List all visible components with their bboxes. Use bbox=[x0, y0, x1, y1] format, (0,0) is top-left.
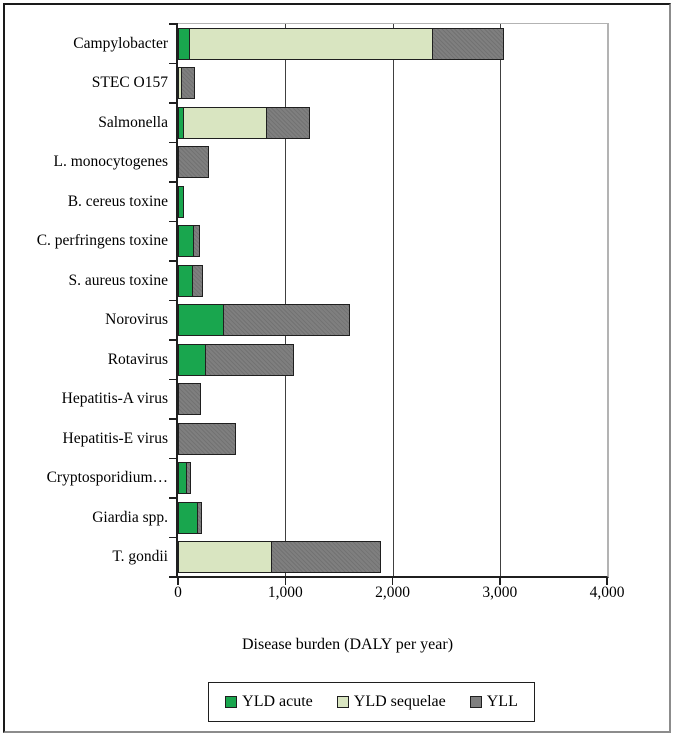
y-axis-tick bbox=[169, 576, 178, 578]
bar-segment-salmonella-yll bbox=[265, 106, 310, 139]
y-axis-tick bbox=[169, 418, 178, 420]
legend-label-yld-sequelae: YLD sequelae bbox=[353, 693, 446, 710]
bar-row-t-gondii bbox=[178, 541, 382, 574]
bar-segment-hepatitis-a-virus-yll bbox=[178, 383, 201, 416]
bar-row-stec-o157 bbox=[178, 67, 195, 100]
bar-segment-norovirus-yll bbox=[222, 304, 351, 337]
x-axis-tick-4000 bbox=[606, 578, 608, 585]
y-axis-tick bbox=[169, 378, 178, 381]
category-label-c-perfringens-toxine: C. perfringens toxine bbox=[36, 232, 168, 250]
x-axis-tick-3000 bbox=[499, 578, 501, 585]
bar-segment-rotavirus-yld-acute bbox=[178, 343, 207, 376]
x-axis-tick-0 bbox=[177, 578, 179, 585]
x-tick-label-4000: 4,000 bbox=[589, 584, 625, 601]
bar-segment-cryptosporidium-yll bbox=[186, 462, 192, 495]
bar-row-hepatitis-a-virus bbox=[178, 383, 201, 416]
bar-segment-campylobacter-yld-sequelae bbox=[189, 27, 434, 60]
category-label-b-cereus-toxine: B. cereus toxine bbox=[67, 192, 168, 210]
legend-item-yld-acute: YLD acute bbox=[225, 693, 313, 711]
y-axis-tick bbox=[169, 457, 178, 460]
bar-segment-t-gondii-yll bbox=[271, 541, 382, 574]
bar-row-s-aureus-toxine bbox=[178, 264, 204, 297]
category-label-norovirus: Norovirus bbox=[105, 311, 168, 329]
bar-segment-giardia-spp-yll bbox=[197, 501, 203, 534]
legend-swatch-yll bbox=[469, 696, 482, 708]
y-axis-tick bbox=[169, 181, 178, 183]
y-axis-tick bbox=[169, 220, 178, 223]
y-axis-tick bbox=[169, 260, 178, 262]
legend-label-yll: YLL bbox=[486, 693, 518, 710]
category-label-l-monocytogenes: L. monocytogenes bbox=[53, 153, 168, 171]
x-axis-title: Disease burden (DALY per year) bbox=[241, 636, 454, 653]
x-tick-label-1000: 1,000 bbox=[267, 584, 303, 601]
category-label-s-aureus-toxine: S. aureus toxine bbox=[68, 271, 168, 289]
y-axis-tick bbox=[169, 497, 178, 499]
y-axis-tick bbox=[169, 536, 178, 539]
legend-item-yld-sequelae: YLD sequelae bbox=[336, 693, 446, 711]
category-label-rotavirus: Rotavirus bbox=[107, 350, 168, 368]
x-tick-label-3000: 3,000 bbox=[482, 584, 518, 601]
bar-row-salmonella bbox=[178, 106, 310, 139]
y-axis-tick bbox=[169, 62, 178, 65]
category-label-giardia-spp: Giardia spp. bbox=[92, 508, 168, 526]
bar-segment-t-gondii-yld-sequelae bbox=[178, 541, 273, 574]
bar-segment-b-cereus-toxine-yld-acute bbox=[178, 185, 184, 218]
x-tick-label-0: 0 bbox=[174, 584, 182, 601]
y-axis-tick bbox=[169, 299, 178, 302]
category-axis-labels: Campylobacter STEC O157 Salmonella L. monoc… bbox=[6, 24, 170, 577]
y-axis-tick bbox=[169, 102, 178, 104]
bar-row-c-perfringens-toxine bbox=[178, 225, 200, 258]
y-axis-tick bbox=[169, 339, 178, 341]
x-tick-label-2000: 2,000 bbox=[375, 584, 410, 601]
bar-segment-giardia-spp-yld-acute bbox=[178, 501, 199, 534]
legend-swatch-yld-sequelae bbox=[336, 696, 349, 708]
x-axis-tick-1000 bbox=[284, 578, 286, 585]
legend-swatch-yld-acute bbox=[225, 696, 238, 708]
y-axis-tick bbox=[169, 141, 178, 144]
category-label-hepatitis-a-virus: Hepatitis-A virus bbox=[61, 390, 168, 408]
bar-row-cryptosporidium bbox=[178, 462, 192, 495]
bar-row-l-monocytogenes bbox=[178, 146, 210, 179]
bar-segment-rotavirus-yll bbox=[205, 343, 295, 376]
category-label-stec-o157: STEC O157 bbox=[91, 74, 168, 92]
legend-item-yll: YLL bbox=[469, 693, 518, 711]
y-axis-tick bbox=[169, 23, 178, 25]
bar-segment-c-perfringens-toxine-yll bbox=[193, 225, 200, 258]
legend-label-yld-acute: YLD acute bbox=[242, 693, 313, 710]
bar-segment-s-aureus-toxine-yll bbox=[192, 264, 204, 297]
bar-row-hepatitis-e-virus bbox=[178, 422, 236, 455]
category-label-t-gondii: T. gondii bbox=[112, 548, 168, 566]
bar-row-b-cereus-toxine bbox=[178, 185, 184, 218]
gridline-2000 bbox=[392, 24, 394, 576]
category-label-salmonella: Salmonella bbox=[98, 113, 168, 131]
bar-row-campylobacter bbox=[178, 27, 504, 60]
bar-row-giardia-spp bbox=[178, 501, 203, 534]
category-label-cryptosporidium: Cryptosporidium… bbox=[46, 469, 168, 487]
bar-segment-stec-o157-yll bbox=[181, 67, 195, 100]
bar-segment-hepatitis-e-virus-yll bbox=[178, 422, 236, 455]
gridline-1000 bbox=[285, 24, 287, 576]
bar-segment-norovirus-yld-acute bbox=[178, 304, 225, 337]
x-axis-tick-2000 bbox=[391, 578, 394, 585]
plot-area bbox=[169, 23, 609, 585]
bar-segment-l-monocytogenes-yll bbox=[178, 146, 210, 179]
gridline-3000 bbox=[499, 24, 501, 576]
bar-segment-campylobacter-yll bbox=[431, 27, 504, 60]
bar-segment-salmonella-yld-sequelae bbox=[183, 106, 268, 139]
category-label-hepatitis-e-virus: Hepatitis-E virus bbox=[62, 429, 168, 447]
legend: YLD acute YLD sequelae YLL bbox=[208, 682, 535, 722]
category-label-campylobacter: Campylobacter bbox=[73, 34, 168, 52]
bar-row-rotavirus bbox=[178, 343, 295, 376]
bar-row-norovirus bbox=[178, 304, 351, 337]
